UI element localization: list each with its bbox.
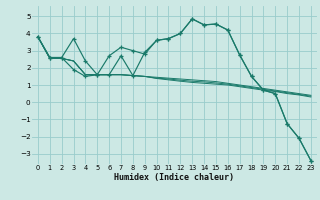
X-axis label: Humidex (Indice chaleur): Humidex (Indice chaleur) <box>115 173 234 182</box>
